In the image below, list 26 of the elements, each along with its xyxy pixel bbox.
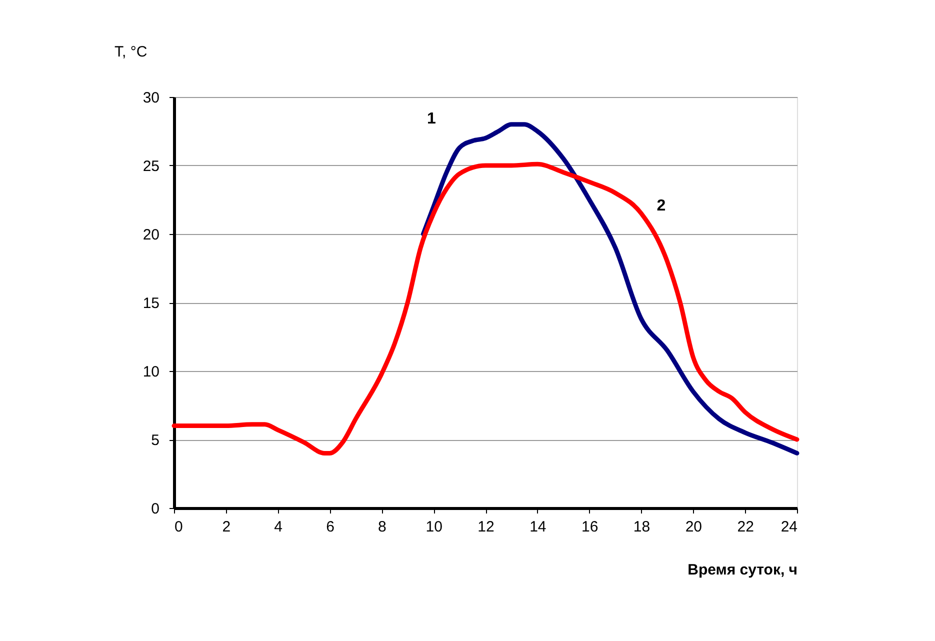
x-tick-label: 0 xyxy=(174,518,183,536)
y-tick-label: 20 xyxy=(142,226,160,244)
x-tick-label: 16 xyxy=(581,518,598,536)
x-tick-label: 18 xyxy=(633,518,650,536)
series-label: 2 xyxy=(656,197,666,214)
x-tick-label: 22 xyxy=(737,518,754,536)
x-tick-label: 2 xyxy=(222,518,231,536)
x-tick-label: 20 xyxy=(685,518,702,536)
y-tick-label: 15 xyxy=(142,295,160,312)
y-tick-label: 5 xyxy=(151,432,160,449)
x-axis-title: Время суток, ч xyxy=(688,562,798,578)
y-tick-label: 25 xyxy=(142,158,160,175)
y-axis-title: T, °C xyxy=(114,44,148,60)
x-tick-label: 24 xyxy=(780,518,798,536)
series-label: 1 xyxy=(427,110,436,128)
x-tick-label: 12 xyxy=(478,518,494,536)
line-series xyxy=(420,122,800,456)
y-tick-label: 0 xyxy=(151,500,160,518)
x-tick-label: 6 xyxy=(326,518,334,536)
line-series xyxy=(172,162,800,456)
x-tick-label: 8 xyxy=(378,518,386,536)
x-tick-label: 4 xyxy=(274,518,283,536)
x-tick-label: 14 xyxy=(530,518,546,536)
y-tick-label: 30 xyxy=(142,90,160,106)
x-tick-label: 10 xyxy=(426,518,442,536)
y-tick-label: 10 xyxy=(142,364,160,380)
